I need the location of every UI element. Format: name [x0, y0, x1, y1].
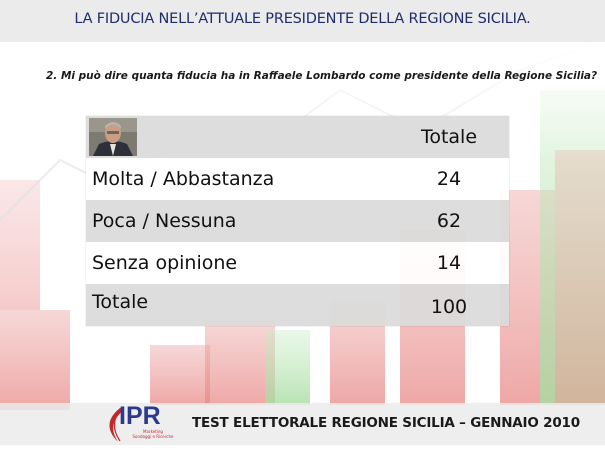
table-total-row: Totale 100 [86, 284, 509, 326]
table-row: Senza opinione 14 [86, 242, 509, 284]
slide-title: LA FIDUCIA NELL’ATTUALE PRESIDENTE DELLA… [74, 11, 531, 27]
row-value: 24 [436, 168, 462, 190]
row-label: Senza opinione [92, 252, 238, 274]
survey-question: 2. Mi può dire quanta fiducia ha in Raff… [46, 70, 598, 82]
ipr-logo-subtext: Marketing Sondaggi e Ricerche [128, 429, 178, 439]
footer-caption: TEST ELETTORALE REGIONE SICILIA – GENNAI… [192, 415, 580, 431]
table-header-row: Totale [86, 116, 509, 158]
portrait-photo [89, 118, 137, 156]
row-label: Poca / Nessuna [92, 210, 237, 232]
ipr-logo-swoosh-icon [109, 406, 124, 442]
column-header-totale: Totale [420, 126, 478, 148]
header-band [0, 0, 605, 42]
footer-band [0, 403, 605, 445]
row-value: 100 [430, 296, 468, 318]
ipr-logo-subtext-line2: Sondaggi e Ricerche [132, 434, 174, 439]
table-row: Poca / Nessuna 62 [86, 200, 509, 242]
ipr-logo-text: IPR [119, 402, 161, 430]
row-value: 62 [436, 210, 462, 232]
results-table: Totale Molta / Abbastanza 24 Poca / Ness… [86, 116, 509, 326]
ipr-logo-subtext-line1: Marketing [143, 429, 163, 434]
row-value: 14 [436, 252, 462, 274]
table-row: Molta / Abbastanza 24 [86, 158, 509, 200]
row-label: Molta / Abbastanza [92, 168, 275, 190]
row-label: Totale [92, 291, 149, 313]
